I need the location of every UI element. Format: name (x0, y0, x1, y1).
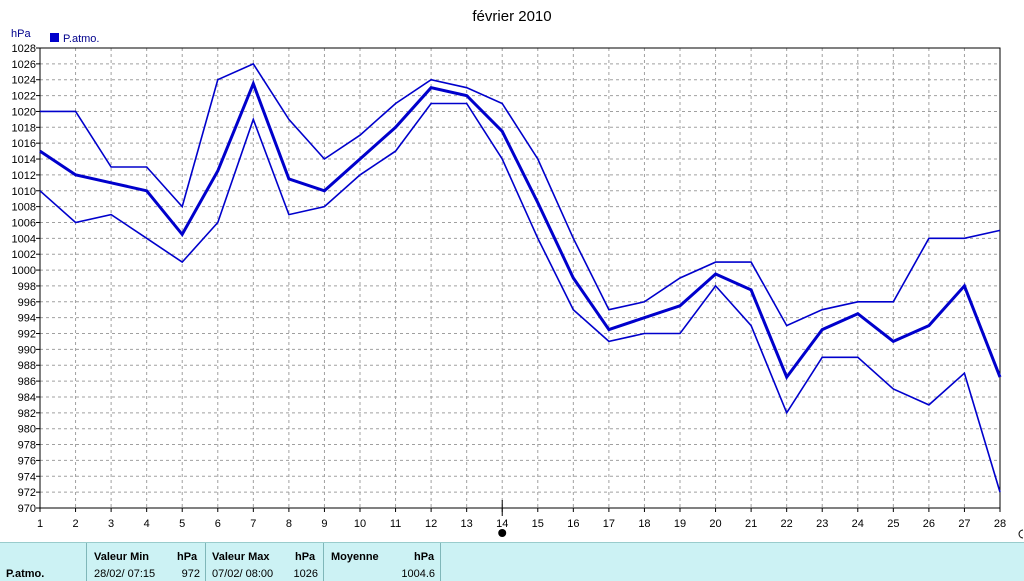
legend-swatch (50, 33, 59, 42)
y-tick-label: 994 (18, 313, 36, 325)
stats-separator (205, 543, 206, 581)
y-tick-label: 974 (18, 471, 36, 483)
y-tick-label: 972 (18, 487, 36, 499)
day-marker (498, 500, 507, 537)
y-tick-label: 1016 (12, 138, 36, 150)
y-tick-label: 1006 (12, 217, 36, 229)
legend-label: P.atmo. (63, 33, 100, 45)
x-tick-label: 1 (37, 518, 43, 530)
y-tick-label: 984 (18, 392, 36, 404)
y-tick-label: 976 (18, 455, 36, 467)
chart-title: février 2010 (472, 8, 551, 25)
y-tick-label: 998 (18, 281, 36, 293)
series-line-max (40, 62, 1001, 327)
y-tick-label: 996 (18, 297, 36, 309)
pressure-chart: février 2010 hPa P.atmo. 970972974976978… (11, 8, 1024, 539)
y-tick-label: 970 (18, 503, 36, 515)
x-tick-label: 9 (321, 518, 327, 530)
plot-frame (39, 47, 1001, 509)
y-tick-label: 1000 (12, 265, 36, 277)
x-tick-label: 21 (745, 518, 757, 530)
x-tick-label: 7 (250, 518, 256, 530)
x-tick-label: 20 (709, 518, 721, 530)
marker-dot (498, 529, 507, 537)
min-datetime: 28/02/ 07:15 (94, 568, 156, 580)
axes: 9709729749769789809829849869889909929949… (12, 43, 1007, 530)
y-axis-unit: hPa (11, 28, 31, 40)
x-tick-label: 15 (532, 518, 544, 530)
grid (40, 48, 1000, 508)
x-tick-label: 8 (286, 518, 292, 530)
series-line-min (39, 102, 1001, 493)
x-tick-label: 19 (674, 518, 686, 530)
y-tick-label: 1018 (12, 122, 36, 134)
y-tick-label: 1004 (12, 233, 36, 245)
max-value: 1026 (293, 568, 318, 580)
x-tick-label: 10 (354, 518, 366, 530)
stats-separator (323, 543, 324, 581)
min-unit: hPa (177, 551, 198, 563)
x-tick-label: 18 (638, 518, 650, 530)
y-tick-label: 1008 (12, 202, 36, 214)
mean-value: 1004.6 (401, 568, 435, 580)
y-tick-label: 992 (18, 329, 36, 341)
max-datetime: 07/02/ 08:00 (212, 568, 274, 580)
x-tick-label: 5 (179, 518, 185, 530)
x-tick-label: 3 (108, 518, 114, 530)
x-tick-label: 22 (781, 518, 793, 530)
y-tick-label: 1024 (12, 75, 36, 87)
y-tick-label: 1022 (12, 91, 36, 103)
y-tick-label: 1014 (12, 154, 36, 166)
y-tick-label: 988 (18, 360, 36, 372)
x-tick-label: 4 (144, 518, 150, 530)
y-tick-label: 980 (18, 424, 36, 436)
y-tick-label: 1028 (12, 43, 36, 55)
y-tick-label: 978 (18, 440, 36, 452)
y-tick-label: 1002 (12, 249, 36, 261)
y-tick-label: 1012 (12, 170, 36, 182)
stats-separator (440, 543, 441, 581)
series-group (39, 62, 1002, 493)
y-tick-label: 1026 (12, 59, 36, 71)
max-unit: hPa (295, 551, 316, 563)
y-tick-label: 1020 (12, 106, 36, 118)
y-tick-label: 990 (18, 344, 36, 356)
x-tick-label: 27 (958, 518, 970, 530)
axis-end-arc (1018, 529, 1024, 539)
x-tick-label: 11 (390, 518, 401, 530)
mean-unit: hPa (414, 551, 435, 563)
x-tick-label: 16 (567, 518, 579, 530)
x-tick-label: 2 (72, 518, 78, 530)
x-tick-label: 12 (425, 518, 437, 530)
series-line-mean (39, 79, 1002, 381)
x-tick-label: 13 (461, 518, 473, 530)
stats-panel: P.atmo. Valeur Min hPa 28/02/ 07:15 972 … (0, 542, 1024, 581)
x-tick-label: 24 (852, 518, 864, 530)
x-tick-label: 6 (215, 518, 221, 530)
y-tick-label: 982 (18, 408, 36, 420)
min-value: 972 (181, 568, 200, 580)
x-tick-label: 14 (496, 518, 508, 530)
x-tick-label: 17 (603, 518, 615, 530)
min-header: Valeur Min (94, 551, 150, 563)
x-tick-label: 28 (994, 518, 1006, 530)
stats-row-label: P.atmo. (6, 568, 45, 580)
x-tick-label: 23 (816, 518, 828, 530)
x-tick-label: 25 (887, 518, 899, 530)
y-tick-label: 1010 (12, 186, 36, 198)
y-tick-label: 986 (18, 376, 36, 388)
x-tick-label: 26 (923, 518, 935, 530)
stats-separator (86, 543, 87, 581)
max-header: Valeur Max (212, 551, 270, 563)
mean-header: Moyenne (331, 551, 379, 563)
